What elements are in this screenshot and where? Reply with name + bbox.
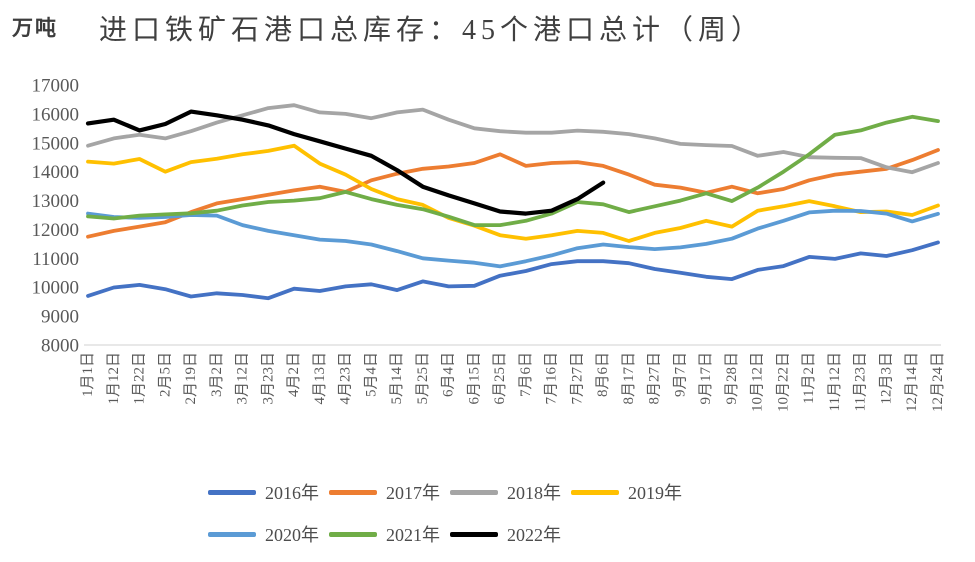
- series-line-2022: [85, 109, 606, 216]
- y-tick-label: 10000: [32, 278, 80, 299]
- x-tick-label: 9月7日: [672, 352, 688, 397]
- chart-title: 进口铁矿石港口总库存：45个港口总计（周）: [99, 15, 765, 46]
- y-tick-label: 9000: [41, 307, 79, 328]
- x-tick-label: 7月16日: [544, 352, 560, 405]
- x-tick-label: 12月3日: [878, 352, 894, 405]
- x-tick-label: 5月25日: [415, 352, 431, 405]
- series-line-2016: [86, 240, 940, 301]
- legend-item-2021: 2021年: [329, 523, 450, 545]
- chart-legend-row-2: 2020年 2021年 2022年: [208, 523, 828, 545]
- x-tick-label: 2月19日: [183, 352, 199, 405]
- x-tick-label: 11月2日: [801, 352, 817, 404]
- y-tick-label: 16000: [32, 104, 80, 125]
- x-tick-label: 4月23日: [338, 352, 354, 405]
- y-tick-label: 11000: [32, 249, 79, 270]
- x-tick-label: 10月22日: [775, 352, 791, 412]
- y-tick-label: 12000: [32, 220, 80, 241]
- x-tick-label: 7月27日: [569, 352, 585, 405]
- x-tick-label: 11月23日: [853, 352, 869, 411]
- y-tick-label: 15000: [32, 133, 80, 154]
- legend-label: 2018年: [507, 483, 561, 503]
- x-tick-label: 3月2日: [209, 352, 225, 397]
- y-tick-label: 13000: [32, 191, 80, 212]
- x-tick-label: 6月4日: [441, 352, 457, 397]
- x-tick-label: 6月25日: [492, 352, 508, 405]
- legend-label: 2019年: [628, 483, 682, 503]
- series-line-2019: [86, 143, 940, 243]
- x-tick-label: 1月1日: [80, 352, 96, 397]
- legend-label: 2021年: [386, 525, 440, 545]
- x-tick-label: 2月5日: [157, 352, 173, 397]
- x-tick-label: 5月4日: [363, 352, 379, 397]
- x-tick-label: 3月23日: [260, 352, 276, 405]
- y-tick-label: 8000: [41, 336, 79, 357]
- legend-line-swatch: [329, 531, 377, 537]
- x-tick-label: 3月12日: [235, 352, 251, 405]
- legend-line-swatch: [571, 489, 619, 495]
- y-tick-label: 17000: [32, 76, 80, 97]
- legend-line-swatch: [450, 489, 498, 495]
- y-axis-unit-label: 万吨: [12, 16, 58, 40]
- legend-label: 2017年: [386, 483, 440, 503]
- x-tick-label: 7月6日: [518, 352, 534, 397]
- legend-label: 2016年: [265, 483, 319, 503]
- x-tick-label: 12月14日: [904, 352, 920, 412]
- legend-item-2022: 2022年: [450, 523, 571, 545]
- legend-item-2017: 2017年: [329, 481, 450, 503]
- x-tick-label: 8月6日: [595, 352, 611, 397]
- legend-item-2016: 2016年: [208, 481, 329, 503]
- legend-line-swatch: [208, 489, 256, 495]
- legend-line-swatch: [208, 531, 256, 537]
- x-tick-label: 8月27日: [647, 352, 663, 405]
- y-tick-label: 14000: [32, 162, 80, 183]
- series-line-2021: [86, 114, 940, 228]
- series-line-2020: [86, 208, 940, 269]
- x-tick-label: 8月17日: [621, 352, 637, 405]
- x-tick-label: 9月17日: [698, 352, 714, 405]
- x-tick-label: 1月12日: [106, 352, 122, 405]
- x-tick-label: 11月12日: [827, 352, 843, 411]
- legend-item-2020: 2020年: [208, 523, 329, 545]
- x-tick-label: 12月24日: [930, 352, 946, 412]
- x-tick-label: 6月15日: [466, 352, 482, 405]
- series-line-2017: [86, 148, 940, 239]
- x-tick-label: 4月13日: [312, 352, 328, 405]
- legend-line-swatch: [329, 489, 377, 495]
- legend-label: 2022年: [507, 525, 561, 545]
- chart-legend-row-1: 2016年 2017年 2018年 2019年: [208, 481, 828, 503]
- legend-item-2018: 2018年: [450, 481, 571, 503]
- legend-label: 2020年: [265, 525, 319, 545]
- legend-item-2019: 2019年: [571, 481, 692, 503]
- x-tick-label: 4月2日: [286, 352, 302, 397]
- legend-line-swatch: [450, 531, 498, 537]
- x-tick-label: 1月22日: [132, 352, 148, 405]
- x-tick-label: 9月28日: [724, 352, 740, 405]
- x-tick-label: 5月14日: [389, 352, 405, 405]
- x-tick-label: 10月12日: [750, 352, 766, 412]
